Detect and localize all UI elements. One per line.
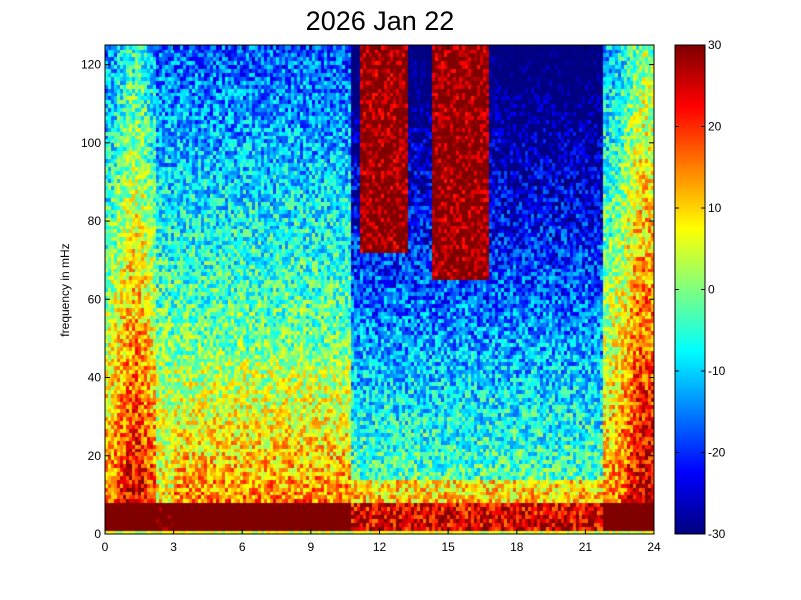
- x-tick-label: 6: [239, 540, 246, 554]
- colorbar-ticks: 30 20 10 0 -10 -20 -30: [675, 38, 726, 541]
- y-tick-label: 80: [88, 214, 102, 228]
- colorbar-tick-label: -10: [708, 364, 726, 378]
- y-tick-label: 20: [88, 449, 102, 463]
- x-tick-label: 0: [102, 540, 109, 554]
- plot-frame: [104, 44, 655, 535]
- colorbar-gradient: [675, 45, 705, 534]
- x-tick-label: 15: [441, 540, 455, 554]
- chart-title: 2026 Jan 22: [305, 6, 455, 36]
- y-tick-label: 40: [88, 371, 102, 385]
- x-tick-label: 24: [647, 540, 661, 554]
- colorbar-tick-label: -20: [708, 446, 726, 460]
- x-tick-label: 18: [510, 540, 524, 554]
- y-tick-label: 60: [88, 292, 102, 306]
- colorbar-frame: [674, 44, 706, 535]
- y-axis-ticks: 0 20 40 60 80 100 120: [81, 58, 654, 541]
- spectrogram-plot-area: [105, 45, 654, 534]
- x-tick-label: 9: [308, 540, 315, 554]
- x-axis-ticks: 0 3 6 9 12 15 18 21 24: [102, 45, 661, 554]
- colorbar-tick-label: 0: [708, 283, 715, 297]
- y-tick-label: 120: [81, 58, 101, 72]
- y-tick-label: 0: [94, 527, 101, 541]
- colorbar-tick-label: 30: [708, 38, 722, 52]
- x-tick-label: 3: [170, 540, 177, 554]
- y-tick-label: 100: [81, 136, 101, 150]
- x-tick-label: 21: [579, 540, 593, 554]
- colorbar-tick-label: 10: [708, 201, 722, 215]
- x-tick-label: 12: [373, 540, 387, 554]
- colorbar-tick-label: -30: [708, 527, 726, 541]
- colorbar-tick-label: 20: [708, 120, 722, 134]
